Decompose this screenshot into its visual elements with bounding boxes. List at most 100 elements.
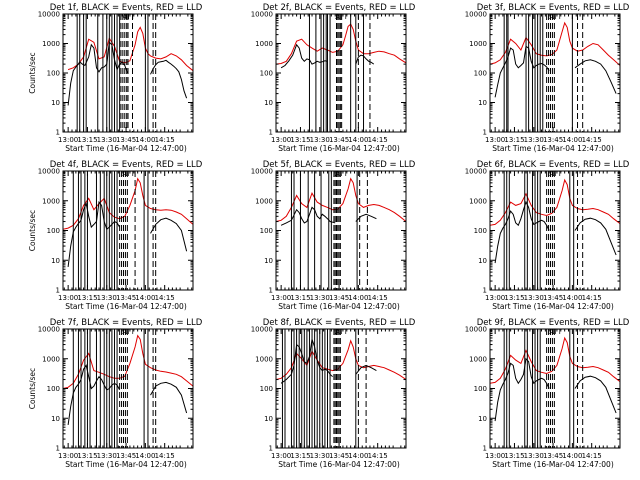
x-tick-label: 14:00: [562, 294, 582, 302]
attenuator-label: ATT: [335, 13, 348, 21]
x-tick-label: 13:45: [329, 294, 349, 302]
x-axis-label: Start Time (16-Mar-04 12:47:00): [278, 144, 400, 153]
y-tick-label: 10000: [465, 168, 487, 176]
x-tick-label: 13:15: [504, 136, 524, 144]
y-axis-label: Counts/sec: [28, 52, 37, 93]
x-tick-label: 14:00: [135, 136, 155, 144]
x-tick-label: 13:30: [97, 294, 117, 302]
panel-title: Det 2f, BLACK = Events, RED = LLD: [263, 3, 416, 13]
plot-data-layer: [276, 14, 406, 132]
x-axis-label: Start Time (16-Mar-04 12:47:00): [65, 460, 187, 469]
x-tick-label: 13:00: [271, 294, 291, 302]
x-tick-label: 13:30: [310, 452, 330, 460]
y-tick-label: 10: [51, 99, 60, 107]
y-tick-label: 1000: [42, 197, 60, 205]
x-tick-label: 13:15: [290, 294, 310, 302]
x-tick-label: 13:15: [290, 452, 310, 460]
y-tick-label: 1: [483, 287, 487, 295]
x-tick-label: 13:45: [329, 136, 349, 144]
attenuator-label: ATT: [549, 328, 562, 336]
panel-title: Det 8f, BLACK = Events, RED = LLD: [263, 318, 416, 328]
events-curve-segment: [67, 364, 121, 425]
x-tick-label: 13:45: [543, 452, 563, 460]
x-tick-label: 14:15: [155, 452, 175, 460]
x-tick-label: 14:15: [368, 294, 388, 302]
x-tick-label: 14:00: [135, 452, 155, 460]
y-tick-label: 10: [478, 99, 487, 107]
x-tick-label: 13:45: [543, 136, 563, 144]
x-tick-label: 14:15: [155, 294, 175, 302]
y-tick-label: 1000: [469, 355, 487, 363]
y-tick-label: 1000: [42, 355, 60, 363]
plot-data-layer: [490, 171, 620, 290]
x-tick-label: 14:15: [155, 136, 175, 144]
lld-curve: [276, 23, 406, 65]
x-tick-label: 13:15: [77, 294, 97, 302]
events-curve-segment: [574, 375, 617, 414]
plot-data-layer: [490, 329, 620, 448]
x-tick-label: 13:30: [310, 294, 330, 302]
y-tick-label: 10000: [251, 168, 273, 176]
x-tick-label: 13:15: [504, 452, 524, 460]
x-axis-label: Start Time (16-Mar-04 12:47:00): [278, 460, 400, 469]
y-tick-label: 10000: [38, 11, 60, 19]
attenuator-label: ATT: [549, 170, 562, 178]
x-tick-label: 13:45: [116, 136, 136, 144]
attenuator-label: ATT: [122, 170, 135, 178]
x-tick-label: 13:30: [524, 136, 544, 144]
x-tick-label: 13:00: [58, 452, 78, 460]
y-axis-label: Counts/sec: [28, 210, 37, 251]
events-curve-segment: [150, 381, 188, 414]
lld-curve: [490, 336, 620, 384]
x-tick-label: 14:15: [368, 452, 388, 460]
y-tick-label: 10000: [38, 326, 60, 334]
panel-title: Det 7f, BLACK = Events, RED = LLD: [50, 318, 203, 328]
events-curve-segment: [574, 59, 617, 94]
y-tick-label: 10: [264, 257, 273, 265]
y-tick-label: 1000: [255, 197, 273, 205]
y-tick-label: 1: [56, 287, 60, 295]
lld-curve: [67, 26, 193, 72]
x-tick-label: 13:45: [116, 294, 136, 302]
events-curve-segment: [67, 200, 121, 267]
x-tick-label: 13:45: [543, 294, 563, 302]
x-tick-label: 13:00: [58, 136, 78, 144]
x-tick-label: 13:45: [116, 452, 136, 460]
x-tick-label: 14:15: [368, 136, 388, 144]
y-tick-label: 1000: [469, 40, 487, 48]
y-tick-label: 10: [51, 415, 60, 423]
events-curve-segment: [280, 206, 336, 226]
x-tick-label: 13:00: [58, 294, 78, 302]
y-tick-label: 100: [260, 385, 273, 393]
y-tick-label: 10: [478, 257, 487, 265]
x-tick-label: 13:00: [271, 452, 291, 460]
lld-curve: [276, 177, 406, 222]
x-tick-label: 14:00: [135, 294, 155, 302]
attenuator-label: ATT: [122, 13, 135, 21]
x-tick-label: 14:00: [348, 294, 368, 302]
y-tick-label: 10000: [251, 326, 273, 334]
x-axis-label: Start Time (16-Mar-04 12:47:00): [492, 460, 614, 469]
x-tick-label: 13:15: [504, 294, 524, 302]
y-tick-label: 1: [269, 129, 273, 137]
panel-title: Det 6f, BLACK = Events, RED = LLD: [477, 160, 630, 170]
x-axis-label: Start Time (16-Mar-04 12:47:00): [492, 302, 614, 311]
y-tick-label: 100: [474, 70, 487, 78]
y-tick-label: 100: [474, 385, 487, 393]
plot-data-layer: [67, 14, 193, 132]
y-tick-label: 10000: [465, 11, 487, 19]
x-tick-label: 13:00: [271, 136, 291, 144]
x-tick-label: 14:00: [562, 452, 582, 460]
panel-title: Det 4f, BLACK = Events, RED = LLD: [50, 160, 203, 170]
y-tick-label: 10: [264, 99, 273, 107]
events-curve-segment: [574, 217, 617, 256]
y-tick-label: 1000: [255, 355, 273, 363]
